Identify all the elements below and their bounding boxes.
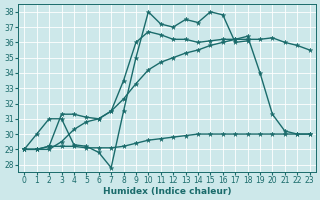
X-axis label: Humidex (Indice chaleur): Humidex (Indice chaleur): [103, 187, 231, 196]
